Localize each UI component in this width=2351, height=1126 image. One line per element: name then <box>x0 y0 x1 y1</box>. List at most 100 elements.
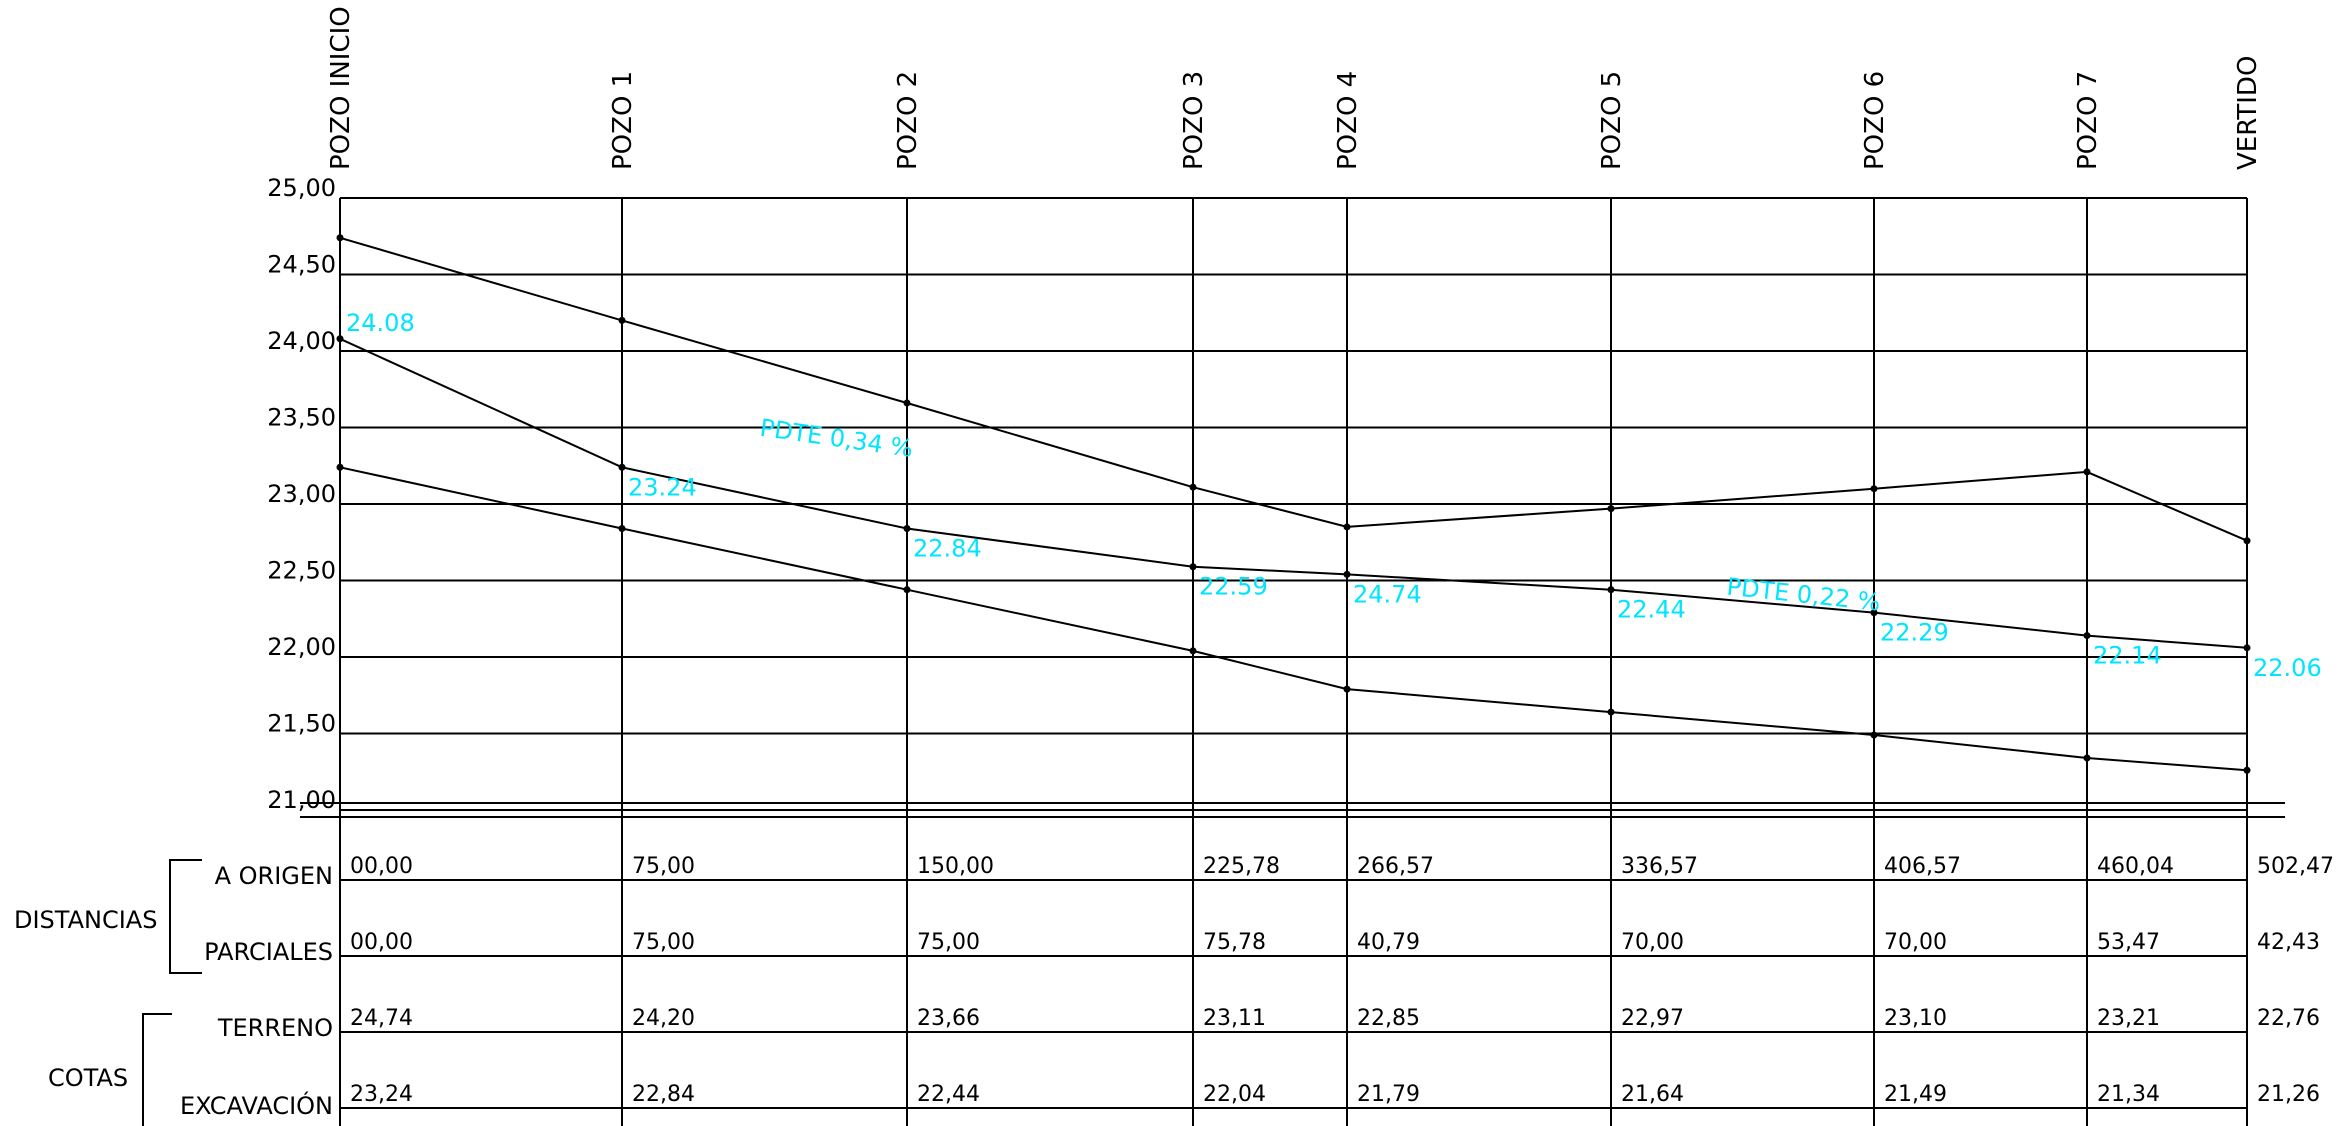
y-tick-label: 22,50 <box>267 557 336 585</box>
elevation-label: 23.24 <box>628 473 697 501</box>
series-point <box>1189 483 1197 491</box>
table-cell: 23,21 <box>2097 1006 2160 1031</box>
series-point <box>1870 609 1878 617</box>
series-point <box>1189 647 1197 655</box>
table-cell: 266,57 <box>1357 854 1434 879</box>
table-cell: 75,00 <box>917 930 980 955</box>
elevation-label: 24.08 <box>346 309 415 337</box>
series-point <box>1870 485 1878 493</box>
series-point <box>2083 468 2091 476</box>
y-axis-ticks: 25,00 24,50 24,00 23,50 23,00 22,50 22,00 21,50… <box>267 174 336 814</box>
profile-series <box>336 234 2251 774</box>
elevation-label: 22.44 <box>1617 596 1686 624</box>
table-cell: 75,00 <box>632 930 695 955</box>
elevation-annotations: 24.08 23.24 22.84 22.59 24.74 22.44 22.29 22.14… <box>346 309 2322 682</box>
table-cell: 24,20 <box>632 1006 695 1031</box>
excavacion-label: EXCAVACIÓN <box>180 1090 333 1120</box>
y-tick-label: 25,00 <box>267 174 336 202</box>
series-line <box>339 236 2248 542</box>
y-tick-label: 23,50 <box>267 404 336 432</box>
parciales-label: PARCIALES <box>204 938 333 966</box>
series-point <box>618 463 626 471</box>
elevation-label: 22.29 <box>1880 619 1949 647</box>
series-point <box>1607 505 1615 513</box>
data-table-values: 00,00 75,00 150,00 225,78 266,57 336,57 406,57… <box>350 854 2334 1107</box>
series-point <box>1343 523 1351 531</box>
table-cell: 21,49 <box>1884 1082 1947 1107</box>
cotas-bracket <box>142 1013 172 1126</box>
a-origen-label: A ORIGEN <box>215 862 333 890</box>
table-cell: 70,00 <box>1621 930 1684 955</box>
series-point <box>618 316 626 324</box>
table-cell: 22,84 <box>632 1082 695 1107</box>
table-cell: 22,44 <box>917 1082 980 1107</box>
table-cell: 21,26 <box>2257 1082 2320 1107</box>
y-tick-label: 21,50 <box>267 710 336 738</box>
table-cell: 406,57 <box>1884 854 1961 879</box>
elevation-label: 22.59 <box>1199 573 1268 601</box>
series-point <box>1607 586 1615 594</box>
table-cell: 336,57 <box>1621 854 1698 879</box>
station-label: POZO 2 <box>893 71 923 170</box>
series-point <box>1607 708 1615 716</box>
series-point <box>618 524 626 532</box>
table-cell: 21,79 <box>1357 1082 1420 1107</box>
series-point <box>336 463 344 471</box>
series-point <box>2243 537 2251 545</box>
table-cell: 22,04 <box>1203 1082 1266 1107</box>
table-cell: 21,34 <box>2097 1082 2160 1107</box>
terreno-label: TERRENO <box>217 1014 333 1042</box>
series-point <box>2243 644 2251 652</box>
table-section-labels: DISTANCIAS A ORIGEN PARCIALES COTAS TERR… <box>14 859 333 1126</box>
table-cell: 460,04 <box>2097 854 2174 879</box>
table-cell: 42,43 <box>2257 930 2320 955</box>
table-cell: 22,97 <box>1621 1006 1684 1031</box>
slope-label: PDTE 0,22 % <box>1725 573 1881 617</box>
table-cell: 23,11 <box>1203 1006 1266 1031</box>
series-point <box>2083 632 2091 640</box>
table-cell: 24,74 <box>350 1006 413 1031</box>
table-cell: 23,24 <box>350 1082 413 1107</box>
table-cell: 70,00 <box>1884 930 1947 955</box>
y-tick-label: 22,00 <box>267 633 336 661</box>
station-label: POZO 5 <box>1597 71 1627 170</box>
series-point <box>1189 563 1197 571</box>
y-tick-label: 24,00 <box>267 327 336 355</box>
table-cell: 00,00 <box>350 854 413 879</box>
table-cell: 23,10 <box>1884 1006 1947 1031</box>
station-label: POZO 6 <box>1860 71 1890 170</box>
series-point <box>903 586 911 594</box>
table-cell: 21,64 <box>1621 1082 1684 1107</box>
distancias-label: DISTANCIAS <box>14 906 157 934</box>
distancias-bracket <box>169 859 202 974</box>
elevation-label: 22.84 <box>913 534 982 562</box>
cotas-label: COTAS <box>48 1064 128 1092</box>
table-cell: 53,47 <box>2097 930 2160 955</box>
y-tick-label: 23,00 <box>267 480 336 508</box>
series-point <box>336 335 344 343</box>
slope-label: PDTE 0,34 % <box>758 414 915 463</box>
station-label: POZO INICIO <box>326 6 356 170</box>
station-lines <box>339 198 2248 1126</box>
station-headers: POZO INICIO POZO 1 POZO 2 POZO 3 POZO 4 POZO … <box>326 6 2263 170</box>
series-point <box>903 399 911 407</box>
table-cell: 75,78 <box>1203 930 1266 955</box>
table-cell: 150,00 <box>917 854 994 879</box>
table-cell: 00,00 <box>350 930 413 955</box>
station-label: POZO 4 <box>1333 71 1363 170</box>
station-label: VERTIDO <box>2233 56 2263 170</box>
series-point <box>1343 685 1351 693</box>
series-point <box>1870 731 1878 739</box>
table-cell: 23,66 <box>917 1006 980 1031</box>
y-tick-label: 24,50 <box>267 251 336 279</box>
series-point <box>336 234 344 242</box>
table-cell: 22,85 <box>1357 1006 1420 1031</box>
station-label: POZO 1 <box>608 71 638 170</box>
elevation-label: 24.74 <box>1353 580 1422 608</box>
table-cell: 22,76 <box>2257 1006 2320 1031</box>
series-point <box>2243 766 2251 774</box>
elevation-label: 22.06 <box>2253 654 2322 682</box>
table-cell: 40,79 <box>1357 930 1420 955</box>
series-point <box>1343 570 1351 578</box>
